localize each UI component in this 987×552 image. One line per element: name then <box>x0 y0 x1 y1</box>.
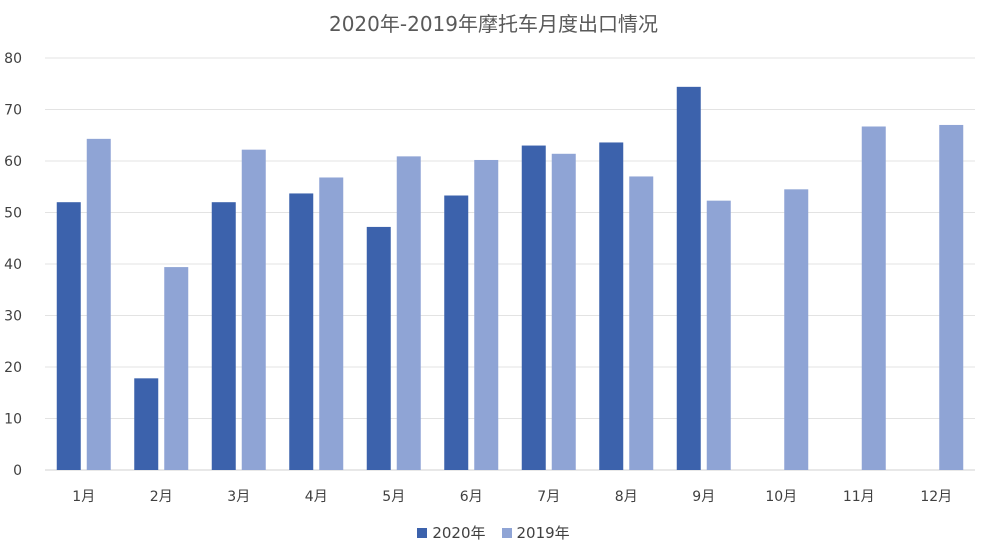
y-tick-label: 40 <box>4 257 22 273</box>
y-tick-label: 10 <box>4 412 22 428</box>
bar-series-2-9 <box>706 200 731 470</box>
x-tick-label: 6月 <box>460 489 483 505</box>
bar-series-2-11 <box>861 126 886 471</box>
chart-title: 2020年-2019年摩托车月度出口情况 <box>328 12 658 36</box>
bar-series-2-10 <box>784 189 809 470</box>
legend-item-series-2: 2019年 <box>501 522 570 543</box>
bar-series-1-5 <box>366 226 391 470</box>
y-tick-label: 70 <box>4 103 22 119</box>
bar-series-2-4 <box>319 177 344 471</box>
bar-series-1-2 <box>134 378 159 470</box>
x-tick-label: 2月 <box>150 489 173 505</box>
bar-series-1-4 <box>289 193 314 470</box>
y-tick-label: 30 <box>4 309 22 325</box>
bar-series-1-7 <box>521 145 546 471</box>
x-tick-label: 8月 <box>615 489 638 505</box>
x-tick-label: 11月 <box>843 489 875 505</box>
bar-series-2-12 <box>939 124 964 470</box>
x-tick-label: 12月 <box>920 489 952 505</box>
x-tick-label: 4月 <box>305 489 328 505</box>
x-tick-label: 7月 <box>537 489 560 505</box>
x-tick-label: 3月 <box>227 489 250 505</box>
bar-series-1-6 <box>444 195 469 470</box>
bar-series-2-6 <box>474 159 499 470</box>
legend: 2020年 2019年 <box>0 522 987 543</box>
y-tick-label: 20 <box>4 360 22 376</box>
x-tick-label: 10月 <box>765 489 797 505</box>
x-tick-label: 1月 <box>72 489 95 505</box>
bar-series-1-9 <box>676 86 701 470</box>
bar-series-2-8 <box>629 176 654 470</box>
legend-label-series-1: 2020年 <box>432 524 486 542</box>
x-tick-label: 5月 <box>382 489 405 505</box>
bar-series-1-1 <box>56 202 81 470</box>
bar-series-1-3 <box>211 202 236 470</box>
y-tick-label: 80 <box>4 51 22 67</box>
legend-item-series-1: 2020年 <box>417 522 486 543</box>
bar-series-2-2 <box>164 267 189 470</box>
y-tick-label: 50 <box>4 206 22 222</box>
bar-series-1-8 <box>599 142 624 470</box>
bar-series-2-3 <box>241 149 266 471</box>
legend-swatch-series-1 <box>417 527 428 538</box>
legend-swatch-series-2 <box>501 527 512 538</box>
bar-series-2-1 <box>86 138 111 471</box>
bar-series-2-7 <box>551 153 576 471</box>
legend-label-series-2: 2019年 <box>516 524 570 542</box>
bar-series-2-5 <box>396 156 421 471</box>
y-tick-label: 60 <box>4 154 22 170</box>
y-tick-label: 0 <box>13 463 22 479</box>
x-tick-label: 9月 <box>692 489 715 505</box>
bar-chart: 0 10 20 30 40 50 60 70 80 1月 2月 3月 4月 5月 6月 7月 8月 9月 10月 1… <box>4 51 975 505</box>
